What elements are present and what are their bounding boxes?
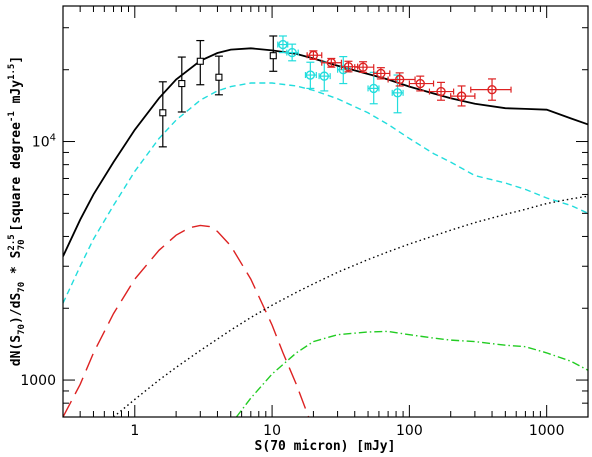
data-point (354, 61, 375, 73)
data-point (158, 81, 167, 148)
circle-marker (308, 50, 319, 60)
data-point (336, 56, 351, 85)
square-marker (178, 80, 186, 88)
circle-marker (415, 78, 425, 89)
data-point (387, 72, 416, 87)
series-line-3 (63, 224, 310, 417)
model-curves (63, 47, 588, 417)
circle-marker (358, 62, 368, 72)
data-point (269, 35, 278, 72)
data-point (196, 39, 205, 86)
series-line-4 (113, 195, 588, 417)
square-marker (215, 73, 223, 81)
plot-frame (62, 5, 589, 418)
x-tick-label: 1000 (529, 423, 565, 439)
y-tick-label: 104 (32, 133, 56, 151)
circle-marker (392, 88, 403, 98)
circle-marker (326, 58, 337, 68)
x-axis-title: S(70 micron) [mJy] (255, 439, 396, 454)
data-point (286, 43, 299, 62)
series-line-2 (63, 82, 588, 304)
circle-marker (287, 47, 297, 58)
circle-marker (319, 71, 329, 81)
data-point (391, 74, 404, 114)
circle-marker (376, 68, 386, 79)
data-point (367, 71, 380, 105)
square-marker (269, 52, 277, 60)
data-point (450, 85, 476, 107)
square-marker (196, 57, 204, 65)
series-line-5 (235, 330, 588, 417)
circle-marker (487, 84, 497, 95)
x-tick-label: 1 (130, 423, 139, 439)
y-tick-label: 1000 (20, 373, 56, 389)
data-point (408, 75, 435, 92)
square-marker (159, 109, 167, 117)
data-point (428, 81, 455, 101)
series-line-1 (63, 47, 588, 257)
data-points (158, 35, 512, 148)
circle-marker (305, 70, 316, 80)
circle-marker (369, 83, 379, 94)
circle-marker (338, 65, 348, 75)
axis-ticks (62, 6, 589, 418)
data-point (214, 55, 223, 96)
y-axis-title: dN(S70)/dS70 * S2.570 [square degree-1 m… (7, 56, 27, 366)
circle-marker (394, 74, 405, 85)
data-point (304, 61, 317, 90)
data-point (177, 56, 186, 113)
circle-marker (278, 39, 288, 50)
data-point (321, 57, 343, 68)
y-tick-labels: 1000 104 (20, 133, 56, 390)
x-tick-labels: 1 10 100 1000 (130, 423, 564, 439)
data-point (306, 50, 323, 60)
x-tick-label: 100 (396, 423, 423, 439)
data-point (373, 67, 391, 80)
data-point (277, 35, 289, 54)
data-point (318, 61, 331, 92)
data-point (470, 78, 512, 101)
circle-marker (436, 86, 446, 97)
circle-marker (343, 61, 354, 72)
x-tick-label: 10 (263, 423, 281, 439)
circle-marker (456, 91, 467, 101)
